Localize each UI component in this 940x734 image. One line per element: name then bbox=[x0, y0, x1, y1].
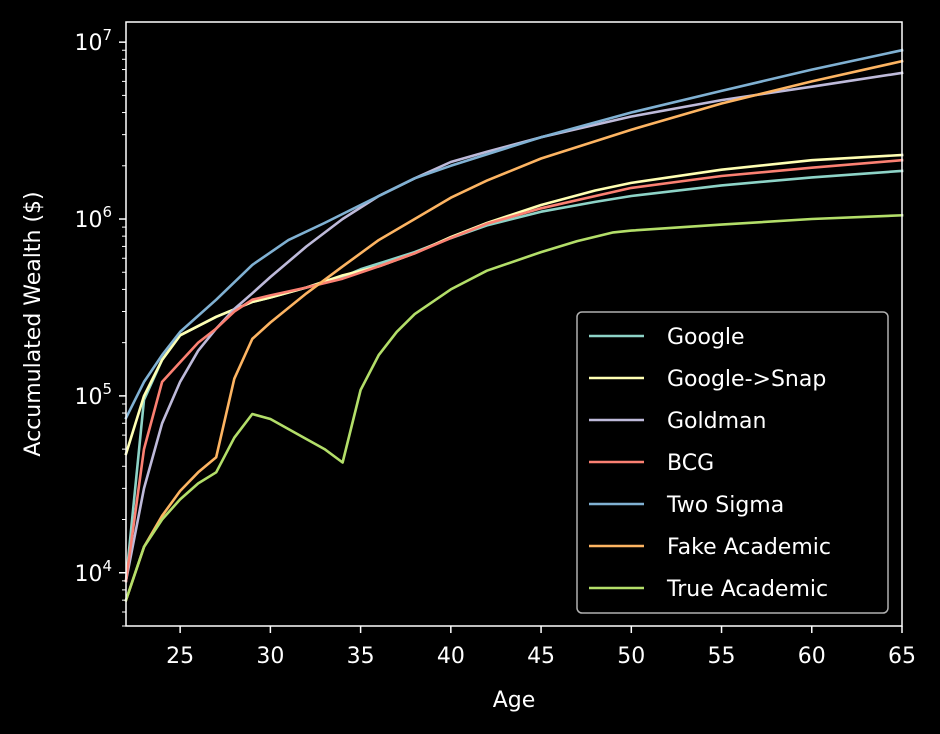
x-tick-label: 35 bbox=[347, 644, 375, 669]
y-tick-exponent: 4 bbox=[102, 557, 112, 575]
x-axis-title: Age bbox=[493, 688, 536, 713]
y-tick-label: 106 bbox=[74, 203, 112, 233]
y-tick-exponent: 6 bbox=[102, 203, 112, 221]
legend-label-1: Google->Snap bbox=[667, 367, 826, 392]
y-tick-label: 104 bbox=[74, 557, 112, 587]
x-tick-label: 55 bbox=[708, 644, 736, 669]
series-line-2 bbox=[124, 71, 904, 583]
x-tick-label: 25 bbox=[166, 644, 194, 669]
x-tick-label: 60 bbox=[798, 644, 826, 669]
legend-label-6: True Academic bbox=[666, 577, 828, 602]
x-tick-label: 50 bbox=[617, 644, 645, 669]
y-tick-label: 105 bbox=[74, 380, 112, 410]
y-tick-base: 10 bbox=[74, 208, 102, 233]
y-tick-base: 10 bbox=[74, 31, 102, 56]
legend-box bbox=[576, 311, 889, 614]
legend: Google Google->Snap Goldman BCG Two Sigma Fak… bbox=[576, 311, 889, 614]
plot-frame bbox=[125, 21, 903, 627]
series-line-5 bbox=[124, 59, 904, 602]
y-tick-exponent: 7 bbox=[102, 26, 112, 44]
x-tick-label: 45 bbox=[527, 644, 555, 669]
legend-label-5: Fake Academic bbox=[667, 535, 831, 560]
y-tick-base: 10 bbox=[74, 385, 102, 410]
legend-label-2: Goldman bbox=[667, 409, 766, 434]
y-axis-title: Accumulated Wealth ($) bbox=[21, 191, 46, 456]
series-line-3 bbox=[124, 158, 904, 583]
legend-items: Google Google->Snap Goldman BCG Two Sigma Fak… bbox=[589, 325, 831, 602]
y-tick-label: 107 bbox=[74, 26, 112, 56]
x-tick-label: 30 bbox=[256, 644, 284, 669]
x-axis-ticks: 25 30 35 40 45 50 55 60 65 bbox=[166, 626, 916, 669]
legend-label-3: BCG bbox=[667, 451, 714, 476]
legend-label-4: Two Sigma bbox=[666, 493, 784, 518]
series-layer bbox=[124, 48, 904, 602]
y-tick-base: 10 bbox=[74, 562, 102, 587]
x-tick-label: 40 bbox=[437, 644, 465, 669]
legend-label-0: Google bbox=[667, 325, 745, 350]
series-line-6 bbox=[124, 213, 904, 602]
series-line-4 bbox=[124, 48, 904, 420]
x-tick-label: 65 bbox=[888, 644, 916, 669]
y-tick-exponent: 5 bbox=[102, 380, 112, 398]
